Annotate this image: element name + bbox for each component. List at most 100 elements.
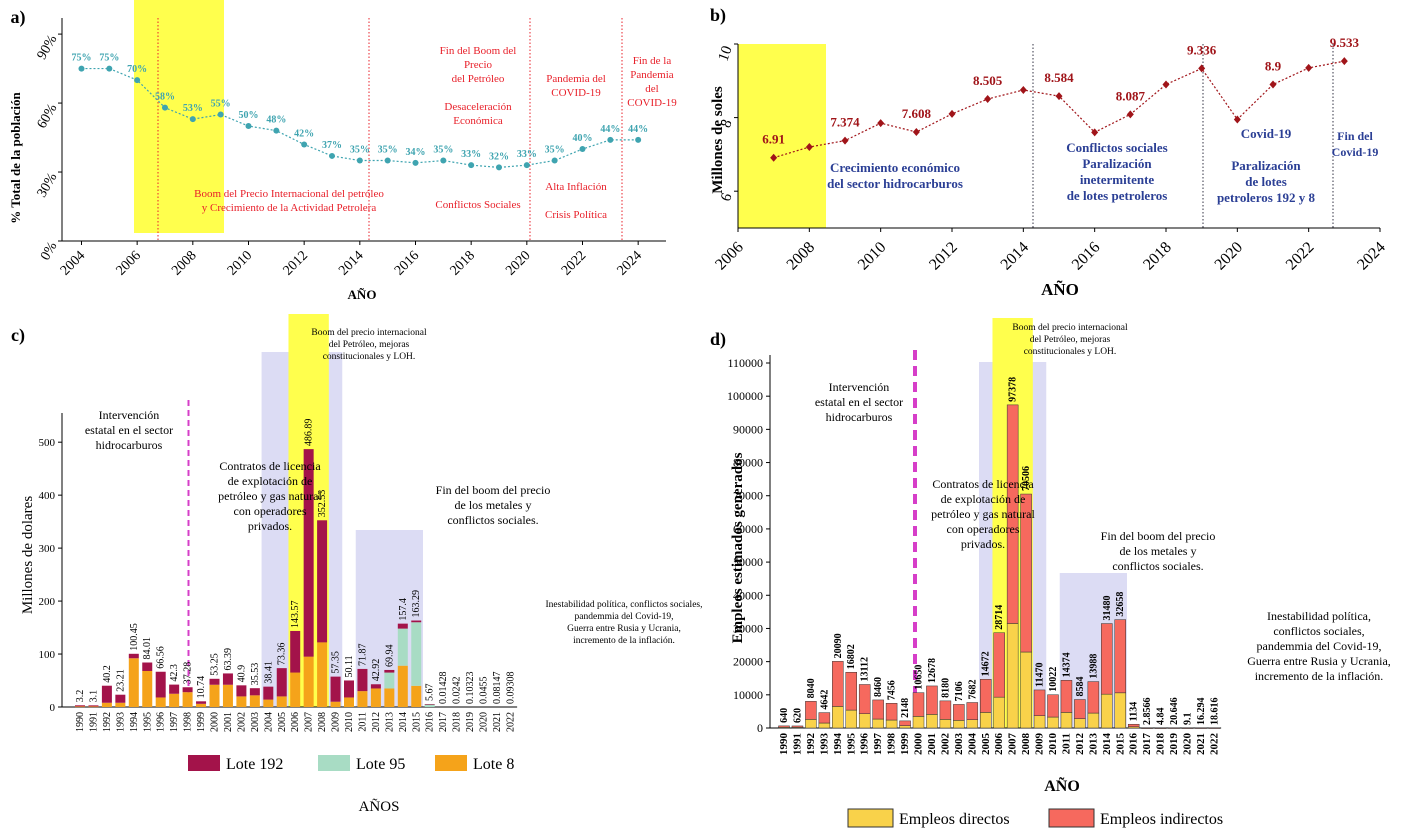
annotation-intervencion-line: Intervención (829, 380, 890, 394)
bar-total-label: 1134 (1129, 702, 1140, 721)
data-label: 8.9 (1265, 58, 1282, 73)
y-tick-label: 10 (716, 44, 736, 64)
bar-total-label: 73.36 (277, 643, 288, 666)
x-tick-label: 2014 (398, 712, 409, 732)
x-tick-label: 2020 (1212, 239, 1247, 274)
bar-total-label: 7106 (954, 681, 965, 701)
x-tick-label: 1994 (129, 712, 140, 732)
bar-total-label: 38.41 (263, 661, 274, 684)
bar-segment (858, 713, 871, 729)
y-tick-label: 60000 (733, 522, 763, 536)
bar-total-label: 32658 (1115, 592, 1126, 617)
annotation-conflictos-line: inetermitente (1080, 172, 1155, 187)
annotation-conflictos: Conflictos Sociales (435, 199, 520, 211)
data-label: 53% (183, 103, 203, 114)
data-point (1162, 80, 1170, 89)
data-point (78, 65, 85, 72)
bar-total-label: 352.53 (317, 490, 328, 518)
data-label: 33% (461, 149, 481, 160)
data-point (273, 127, 280, 134)
annotation-boom-line: y Crecimiento de la Actividad Petrolera (202, 202, 377, 214)
panel-label-d: d) (710, 329, 726, 350)
y-tick-label: 70000 (733, 489, 763, 503)
x-tick-label: 1996 (859, 733, 871, 756)
annotation-covid-line: Covid-19 (1241, 126, 1292, 141)
annotation-contratos-line: privados. (961, 537, 1005, 551)
y-tick-label: 80000 (733, 456, 763, 470)
y-tick-label: 400 (39, 490, 56, 502)
annotation-conflictos-line: Conflictos sociales (1066, 140, 1167, 155)
bar-total-label: 20.646 (1169, 697, 1180, 725)
annotation-inestabilidad-line: incremento de la inflación. (1255, 669, 1384, 683)
bar-total-label: 0.01428 (438, 672, 449, 705)
x-tick-label: 1995 (142, 712, 153, 732)
annotation-inestabilidad-line: pandemmia del Covid-19, (575, 612, 674, 622)
y-tick-label: 50000 (733, 555, 763, 569)
bar-total-label: 14374 (1061, 652, 1072, 677)
data-point (1126, 110, 1134, 119)
x-tick-label: 1993 (115, 712, 126, 732)
bar-total-label: 143.57 (290, 600, 301, 628)
y-tick-label: 200 (39, 596, 56, 608)
bar-total-label: 7456 (887, 680, 898, 700)
y-tick-label: 60% (35, 101, 61, 131)
bar-segment (357, 691, 368, 707)
annotation-fin-covid-line: Covid-19 (1332, 145, 1379, 159)
bar-total-label: 40.2 (102, 665, 113, 683)
x-tick-label: 1993 (818, 733, 830, 756)
bar-segment (384, 672, 395, 689)
series-line (81, 67, 639, 169)
bar-total-label: 5.67 (425, 683, 436, 701)
x-tick-label: 2019 (1168, 733, 1180, 756)
x-tick-label: 2016 (425, 712, 436, 732)
data-label: 55% (211, 99, 231, 110)
bar-total-label: 7682 (967, 680, 978, 700)
bar-segment (885, 703, 898, 721)
bar-total-label: 10022 (1048, 667, 1059, 692)
bar-total-label: 13112 (860, 657, 871, 681)
bar-segment (222, 684, 233, 707)
x-tick-label: 2020 (479, 712, 490, 732)
bar-total-label: 3.2 (75, 690, 86, 703)
bar-segment (1114, 619, 1126, 694)
x-tick-label: 2003 (953, 733, 965, 756)
data-point (877, 119, 885, 128)
annotation-fin-pandemia-line: del (645, 83, 658, 95)
x-tick-label: 1998 (183, 712, 194, 732)
data-point (635, 136, 642, 143)
bar-segment (128, 653, 139, 659)
data-label: 44% (600, 124, 620, 135)
bar-segment (912, 692, 925, 717)
data-label: 35% (350, 145, 370, 156)
y-axis-title: % Total de la población (8, 91, 23, 223)
x-tick-label: 2017 (1141, 733, 1153, 756)
bar-segment (1047, 716, 1059, 729)
x-tick-label: 2018 (1155, 733, 1167, 756)
bar-segment (872, 718, 884, 729)
bar-total-label: 640 (779, 708, 790, 723)
bar-segment (263, 699, 274, 707)
legend-label: Lote 95 (356, 756, 405, 773)
data-point (161, 104, 168, 111)
bar-segment (317, 520, 328, 643)
y-tick-label: 100 (39, 649, 56, 661)
x-tick-label: 2012 (281, 248, 311, 278)
bar-total-label: 8460 (873, 677, 884, 697)
annotation-boom: Boom del precio internacional del Petróle… (1012, 323, 1128, 357)
x-tick-label: 2004 (263, 712, 274, 732)
x-tick-label: 2015 (411, 712, 422, 732)
x-tick-label: 2016 (392, 248, 422, 278)
bar-segment (953, 720, 965, 729)
bar-total-label: 100.45 (129, 623, 140, 651)
bar-segment (249, 688, 260, 696)
data-point (328, 152, 335, 159)
data-point (301, 141, 308, 148)
x-tick-label: 2004 (58, 248, 88, 278)
bar-total-label: 13988 (1088, 654, 1099, 679)
annotation-intervencion-line: hidrocarburos (826, 410, 893, 424)
x-tick-label: 2022 (1208, 733, 1220, 756)
bar-segment (88, 706, 99, 708)
y-tick-label: 0 (757, 721, 763, 735)
